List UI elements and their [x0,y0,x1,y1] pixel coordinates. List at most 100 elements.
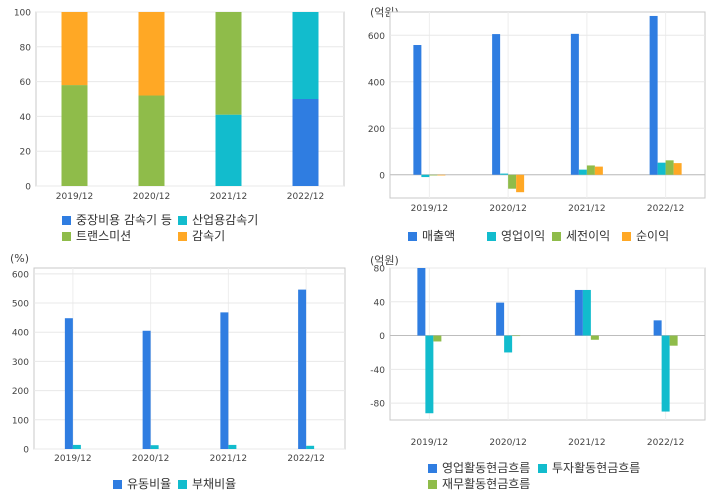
bar-1 [661,335,670,412]
unit-label: (억원) [370,254,399,267]
y-tick-label: 500 [12,300,29,310]
legend-item: 투자활동현금흐름 [538,460,640,476]
chart-canvas: 0 200 400 600 2019/12 2020/12 2021/12 2022/12 [368,11,706,214]
x-tick-label: 2019/12 [411,204,448,214]
chart-income: (억원) 0 200 400 600 2019/12 2020/12 2021/12 2022… [360,0,720,248]
legend-item: 재무활동현금흐름 [428,476,530,492]
legend-label: 매출액 [422,229,456,243]
legend-swatch [538,463,547,473]
bar-0 [413,45,422,175]
x-tick-label: 2022/12 [647,204,684,214]
legend-label: 재무활동현금흐름 [442,477,531,491]
plot-frame [389,267,706,421]
bar-1 [504,335,513,353]
y-tick-label: 40 [374,298,386,308]
y-tick-label: 0 [25,183,31,193]
legend-label: 감속기 [192,229,226,243]
bar-0 [142,330,151,449]
legend-label: 중장비용 감속기 등 [76,213,172,227]
legend-swatch [487,231,496,241]
y-tick-label: -80 [370,400,385,410]
legend-swatch [178,231,187,241]
bar-2 [508,174,517,189]
x-tick-label: 2020/12 [489,204,526,214]
bar-0 [417,268,426,336]
legend-item: 산업용감속기 [178,212,258,228]
bar-2 [61,85,88,186]
bar-3 [61,12,88,86]
bar-0 [492,34,501,175]
x-tick-label: 2019/12 [411,438,448,448]
bar-2 [512,335,521,337]
bar-1 [657,162,666,175]
y-tick-label: 0 [379,171,385,181]
legend-swatch [428,463,437,473]
legend-label: 산업용감속기 [192,213,259,227]
y-tick-label: 200 [12,387,29,397]
y-tick-label: 80 [20,43,32,53]
bar-3 [594,166,603,175]
legend-label: 트랜스미션 [76,229,132,243]
legend-item: 세전이익 [552,228,610,244]
legend-item: 영업이익 [487,228,545,244]
x-tick-label: 2021/12 [210,454,247,464]
legend-item: 영업활동현금흐름 [428,460,530,476]
y-tick-label: 400 [12,329,29,339]
y-tick-label: 20 [20,148,32,158]
legend-label: 영업활동현금흐름 [442,461,531,475]
y-tick-label: 80 [374,265,386,275]
y-tick-label: -40 [370,366,385,376]
legend-swatch [622,231,631,241]
legend-label: 세전이익 [566,229,611,243]
bar-0 [574,289,583,336]
bar-1 [292,12,319,99]
bar-1 [425,335,434,414]
bar-1 [228,444,237,449]
unit-label: (%) [10,252,30,265]
x-tick-label: 2020/12 [133,192,170,202]
bar-2 [433,335,442,342]
plot-frame [33,267,346,450]
legend-swatch [178,479,187,489]
x-tick-label: 2019/12 [54,454,91,464]
bar-0 [64,318,73,449]
legend-item: 감속기 [178,228,225,244]
bar-1 [306,445,315,449]
legend-swatch [408,231,417,241]
y-tick-label: 400 [368,78,385,88]
x-tick-label: 2020/12 [132,454,169,464]
x-tick-label: 2021/12 [568,204,605,214]
legend-item: 매출액 [408,228,455,244]
y-tick-label: 40 [20,113,32,123]
x-tick-label: 2021/12 [210,192,247,202]
bar-3 [673,163,682,175]
legend-swatch [62,215,71,225]
legend-item: 트랜스미션 [62,228,131,244]
chart-stability-ratios: (%) 0 100 200 300 400 500 600 2019/12 2020/12 202… [0,248,360,496]
legend-item: 순이익 [622,228,669,244]
x-tick-label: 2021/12 [568,438,605,448]
bar-1 [150,445,159,449]
y-tick-label: 60 [20,78,32,88]
legend-label: 순이익 [636,229,670,243]
bar-0 [298,289,307,449]
legend-swatch [62,231,71,241]
y-tick-label: 100 [14,9,31,19]
bar-3 [138,12,165,96]
legend-swatch [552,231,561,241]
bar-3 [437,174,446,176]
chart-canvas: 0 100 200 300 400 500 600 2019/12 2020/12 2021/12… [12,267,346,464]
bar-2 [669,335,678,346]
bar-1 [421,174,430,178]
bar-1 [72,444,81,449]
x-tick-label: 2022/12 [287,192,324,202]
y-tick-label: 0 [23,446,29,456]
x-tick-label: 2019/12 [56,192,93,202]
x-tick-label: 2022/12 [647,438,684,448]
chart-canvas: 0 20 40 60 80 100 2019/12 2020/12 2021/12 2022/12 [14,9,345,202]
y-tick-label: 100 [12,416,29,426]
y-tick-label: 600 [368,32,385,42]
legend-label: 영업이익 [501,229,546,243]
bar-1 [215,114,242,186]
legend-item: 유동비율 [113,476,171,492]
